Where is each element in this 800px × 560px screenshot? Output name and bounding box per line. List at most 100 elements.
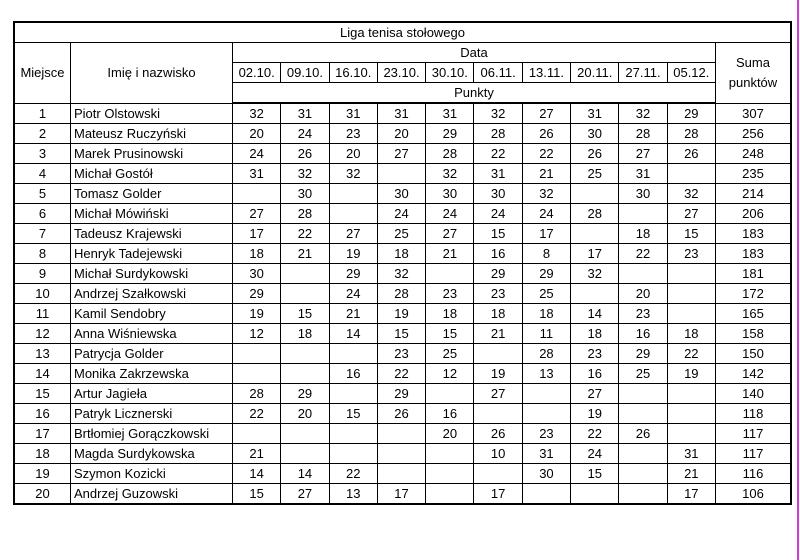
points-cell: 22 (328, 463, 378, 484)
name-cell: Michał Mówiński (70, 203, 233, 224)
date-header: 13.11. (521, 62, 572, 83)
points-cell: 32 (618, 102, 668, 124)
points-cell: 23 (618, 303, 668, 324)
points-cell (425, 483, 475, 504)
points-cell: 20 (376, 123, 427, 144)
table-title: Liga tenisa stołowego (14, 22, 791, 43)
points-cell: 28 (473, 123, 523, 144)
table-row: 8 Henryk Tadejewski 18 21 19 18 21 16 8 17 22 23 183 (14, 243, 791, 264)
name-cell: Magda Surdykowska (70, 443, 233, 464)
points-cell: 17 (231, 223, 282, 244)
points-cell: 31 (280, 102, 330, 124)
table-row: 20 Andrzej Guzowski 15 27 13 17 17 17 106 (14, 483, 791, 504)
rank-cell: 17 (14, 423, 71, 444)
table-row: 7 Tadeusz Krajewski 17 22 27 25 27 15 17 18 15 183 (14, 223, 791, 244)
points-cell (570, 223, 620, 244)
points-cell: 13 (328, 483, 378, 504)
rank-cell: 5 (14, 183, 71, 204)
table-row: 4 Michał Gostół 31 32 32 32 31 21 25 31 235 (14, 163, 791, 184)
rank-cell: 14 (14, 363, 71, 384)
total-cell: 181 (714, 263, 791, 284)
points-cell: 30 (570, 123, 620, 144)
points-cell: 22 (521, 143, 572, 164)
points-cell: 28 (618, 123, 668, 144)
points-cell (231, 183, 282, 204)
points-cell (521, 383, 572, 404)
table-row: 2 Mateusz Ruczyński 20 24 23 20 29 28 26 30 28 28 25… (14, 123, 791, 144)
points-cell: 31 (570, 102, 620, 124)
points-cell: 22 (570, 423, 620, 444)
points-cell: 24 (570, 443, 620, 464)
points-cell: 15 (231, 483, 282, 504)
points-cell: 27 (473, 383, 523, 404)
rank-cell: 20 (14, 483, 71, 504)
points-cell: 19 (376, 303, 427, 324)
points-cell: 31 (521, 443, 572, 464)
points-cell (280, 343, 330, 364)
rank-cell: 1 (14, 102, 71, 124)
points-cell: 27 (666, 203, 716, 224)
points-cell (328, 183, 378, 204)
date-header: 27.11. (618, 62, 668, 83)
points-cell: 22 (473, 143, 523, 164)
points-cell: 28 (376, 283, 427, 304)
points-cell: 17 (570, 243, 620, 264)
points-cell: 24 (425, 203, 475, 224)
points-cell (618, 483, 668, 504)
points-cell: 14 (231, 463, 282, 484)
points-cell (328, 443, 378, 464)
date-header: 16.10. (328, 62, 378, 83)
points-cell: 13 (521, 363, 572, 384)
total-cell: 206 (714, 203, 791, 224)
points-cell: 27 (280, 483, 330, 504)
points-cell: 25 (376, 223, 427, 244)
points-cell: 15 (473, 223, 523, 244)
points-cell: 15 (570, 463, 620, 484)
points-cell (618, 463, 668, 484)
points-cell: 31 (425, 102, 475, 124)
points-cell: 29 (376, 383, 427, 404)
points-cell: 31 (666, 443, 716, 464)
points-cell: 29 (666, 102, 716, 124)
points-cell: 24 (231, 143, 282, 164)
table-row: 3 Marek Prusinowski 24 26 20 27 28 22 22 26 27 26 24… (14, 143, 791, 164)
points-cell: 32 (521, 183, 572, 204)
points-cell: 12 (231, 323, 282, 344)
points-cell: 26 (521, 123, 572, 144)
points-cell (328, 423, 378, 444)
name-cell: Anna Wiśniewska (70, 323, 233, 344)
points-cell (521, 483, 572, 504)
name-cell: Henryk Tadejewski (70, 243, 233, 264)
name-cell: Tadeusz Krajewski (70, 223, 233, 244)
table-row: 17 Brtłomiej Gorączkowski 20 26 23 22 26 117 (14, 423, 791, 444)
points-cell: 30 (280, 183, 330, 204)
points-cell: 32 (570, 263, 620, 284)
points-cell: 18 (666, 323, 716, 344)
points-cell (376, 423, 427, 444)
points-cell: 27 (328, 223, 378, 244)
points-cell (425, 263, 475, 284)
points-cell (280, 363, 330, 384)
rank-cell: 19 (14, 463, 71, 484)
table-row: 14 Monika Zakrzewska 16 22 12 19 13 16 25 19 142 (14, 363, 791, 384)
name-cell: Tomasz Golder (70, 183, 233, 204)
total-cell: 165 (714, 303, 791, 324)
points-cell (666, 403, 716, 424)
rank-cell: 11 (14, 303, 71, 324)
points-cell: 15 (376, 323, 427, 344)
table-row: 11 Kamil Sendobry 19 15 21 19 18 18 18 14 23 165 (14, 303, 791, 324)
points-cell: 19 (473, 363, 523, 384)
total-cell: 117 (714, 443, 791, 464)
total-cell: 142 (714, 363, 791, 384)
points-cell: 26 (570, 143, 620, 164)
points-cell: 21 (521, 163, 572, 184)
points-cell: 31 (328, 102, 378, 124)
rank-cell: 9 (14, 263, 71, 284)
points-cell: 8 (521, 243, 572, 264)
total-cell: 172 (714, 283, 791, 304)
date-header: 09.10. (280, 62, 330, 83)
points-cell: 25 (618, 363, 668, 384)
date-header: 23.10. (376, 62, 427, 83)
total-cell: 183 (714, 243, 791, 264)
name-cell: Michał Gostół (70, 163, 233, 184)
